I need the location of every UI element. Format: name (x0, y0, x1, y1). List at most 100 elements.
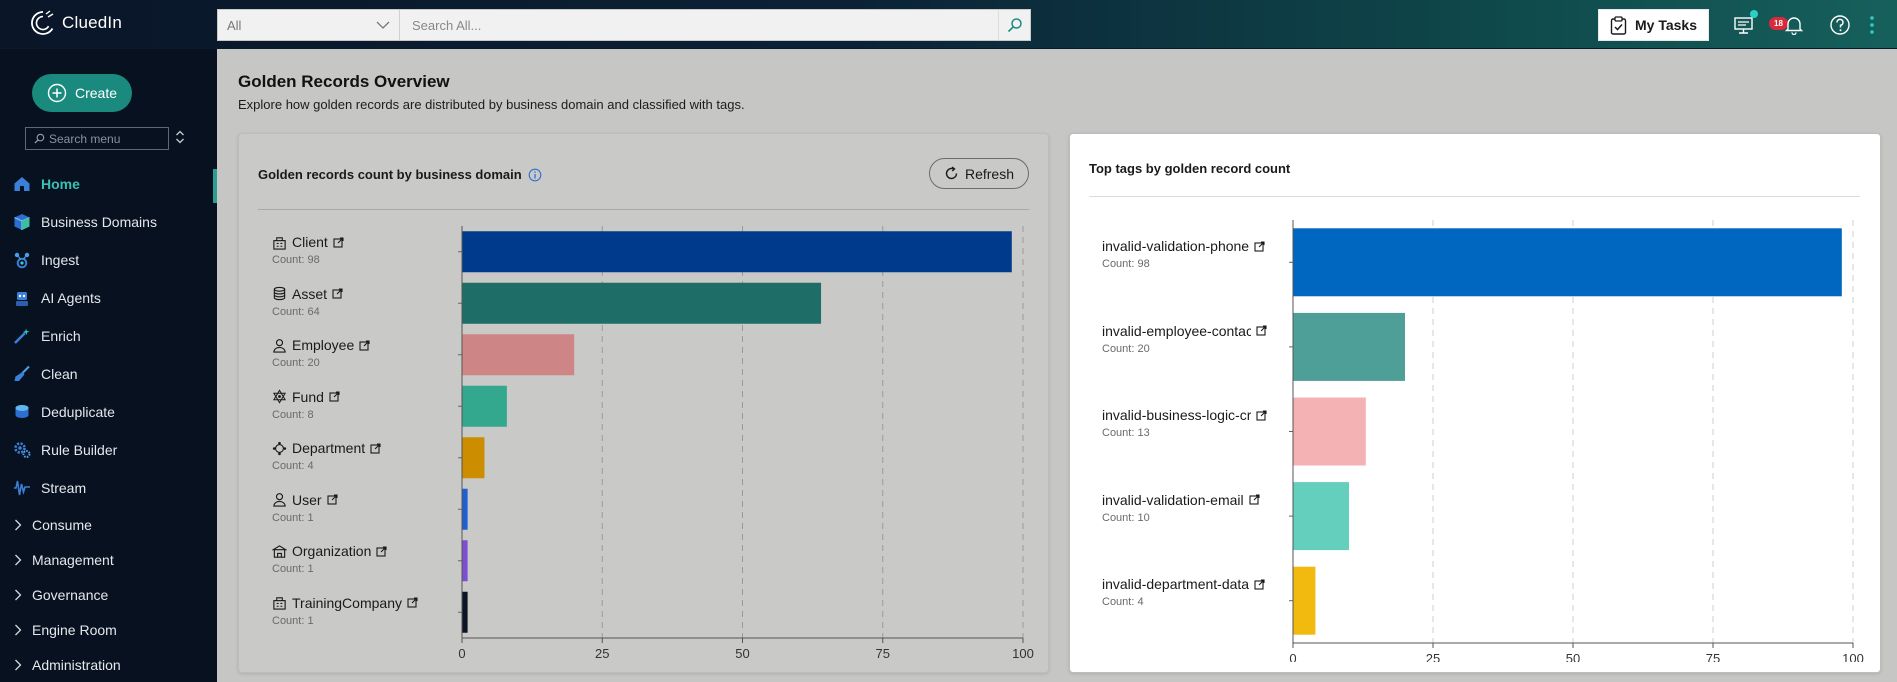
external-link-icon[interactable] (1256, 325, 1267, 336)
sidebar-item-deduplicate[interactable]: Deduplicate (0, 393, 217, 431)
category-link[interactable]: Client (272, 234, 442, 250)
ingest-icon (13, 251, 31, 269)
page-subtitle: Explore how golden records are distribut… (238, 97, 745, 112)
category-link[interactable]: Asset (272, 286, 442, 302)
robot-icon (13, 289, 31, 307)
category-link[interactable]: Organization (272, 543, 442, 559)
chevron-right-icon (15, 554, 22, 565)
gears-icon (13, 441, 31, 459)
menu-search-input[interactable]: Search menu (25, 127, 169, 150)
sidebar-item-business-domains[interactable]: Business Domains (0, 203, 217, 241)
category-link[interactable]: Fund (272, 389, 442, 405)
count-label: Count: 98 (272, 254, 320, 266)
sidebar-group-management[interactable]: Management (0, 542, 217, 577)
bar (462, 282, 822, 324)
search-input[interactable] (400, 10, 998, 40)
external-link-icon[interactable] (376, 545, 387, 557)
external-link-icon[interactable] (332, 288, 343, 299)
bar (462, 540, 468, 582)
bar-label: Fund Count: 8 (272, 389, 442, 421)
category-name: invalid-validation-phone (1102, 238, 1250, 254)
external-link-icon[interactable] (329, 391, 340, 402)
sort-toggle-icon[interactable] (175, 129, 185, 145)
external-link-icon[interactable] (333, 236, 344, 248)
sidebar-group-label: Governance (32, 586, 109, 603)
create-button[interactable]: Create (32, 74, 132, 112)
category-link[interactable]: Department (272, 440, 442, 456)
org-icon (272, 235, 287, 250)
sidebar-item-enrich[interactable]: Enrich (0, 317, 217, 355)
help-button[interactable] (1827, 12, 1853, 38)
category-name: Asset (292, 285, 328, 302)
external-link-icon[interactable] (370, 442, 381, 454)
external-link-icon[interactable] (1254, 578, 1265, 590)
plus-circle-icon (47, 83, 67, 103)
info-icon[interactable] (528, 168, 542, 182)
external-link-icon[interactable] (407, 597, 418, 608)
sidebar-group-consume[interactable]: Consume (0, 507, 217, 542)
category-name: User (292, 491, 322, 508)
category-name: Organization (292, 543, 372, 559)
person-icon (272, 338, 287, 353)
notifications-button[interactable] (1781, 12, 1807, 38)
my-tasks-button[interactable]: My Tasks (1598, 9, 1709, 41)
category-name: Employee (292, 337, 355, 353)
refresh-label: Refresh (964, 165, 1015, 182)
wand-icon (13, 327, 31, 345)
broom-icon (13, 365, 31, 383)
sidebar-item-label: Rule Builder (41, 442, 118, 458)
clipboard-check-icon (1610, 15, 1627, 35)
search-scope-select[interactable]: All (218, 10, 400, 40)
category-link[interactable]: Employee (272, 337, 442, 353)
fund-icon (272, 389, 287, 404)
sidebar-group-label: Engine Room (32, 621, 117, 638)
sidebar-group-governance[interactable]: Governance (0, 577, 217, 612)
sidebar-item-ingest[interactable]: Ingest (0, 241, 217, 279)
x-tick-label: 75 (876, 646, 890, 661)
more-menu-button[interactable] (1864, 12, 1880, 38)
external-link-icon[interactable] (1249, 494, 1260, 505)
sidebar-nav: Home Business Domains Ingest AI Agents E… (0, 165, 217, 682)
bar-label: User Count: 1 (272, 492, 442, 524)
department-icon (272, 441, 287, 456)
sidebar-group-engine-room[interactable]: Engine Room (0, 612, 217, 647)
org-icon (272, 595, 287, 610)
category-link[interactable]: invalid-business-logic-crec (1102, 407, 1267, 423)
sidebar-group-label: Management (32, 551, 114, 568)
category-link[interactable]: invalid-employee-contact- (1102, 323, 1267, 339)
domains-card (238, 133, 1049, 673)
search-icon (1007, 18, 1022, 33)
sidebar-item-clean[interactable]: Clean (0, 355, 217, 393)
x-tick-label: 75 (1706, 651, 1720, 662)
monitor-button[interactable] (1731, 10, 1758, 38)
count-label: Count: 20 (1102, 342, 1150, 355)
external-link-icon[interactable] (359, 339, 370, 351)
domains-card-title-text: Golden records count by business domain (258, 167, 522, 182)
x-tick-label: 50 (735, 646, 749, 661)
building-icon (272, 544, 287, 559)
category-link[interactable]: invalid-department-data (1102, 576, 1267, 592)
sidebar-item-stream[interactable]: Stream (0, 469, 217, 507)
count-label: Count: 4 (1102, 596, 1144, 608)
category-name: invalid-validation-email (1102, 491, 1244, 508)
external-link-icon[interactable] (1254, 240, 1265, 252)
category-link[interactable]: invalid-validation-phone (1102, 238, 1267, 254)
sidebar-item-home[interactable]: Home (0, 165, 217, 203)
refresh-button[interactable]: Refresh (929, 158, 1029, 189)
app-logo[interactable]: CluedIn (30, 10, 122, 36)
page-title: Golden Records Overview (238, 72, 450, 91)
external-link-icon[interactable] (327, 494, 338, 505)
app-name: CluedIn (62, 13, 122, 32)
count-label: Count: 13 (1102, 427, 1150, 439)
category-link[interactable]: invalid-validation-email (1102, 492, 1267, 508)
category-link[interactable]: TrainingCompany (272, 595, 442, 611)
category-link[interactable]: User (272, 492, 442, 508)
bar (1293, 228, 1842, 297)
count-label: Count: 4 (272, 460, 314, 472)
sidebar-group-administration[interactable]: Administration (0, 647, 217, 682)
search-button[interactable] (998, 10, 1030, 40)
external-link-icon[interactable] (1256, 409, 1267, 421)
sidebar-item-ai-agents[interactable]: AI Agents (0, 279, 217, 317)
sidebar-item-rule-builder[interactable]: Rule Builder (0, 431, 217, 469)
bar-label: invalid-validation-email Count: 10 (1102, 492, 1267, 524)
